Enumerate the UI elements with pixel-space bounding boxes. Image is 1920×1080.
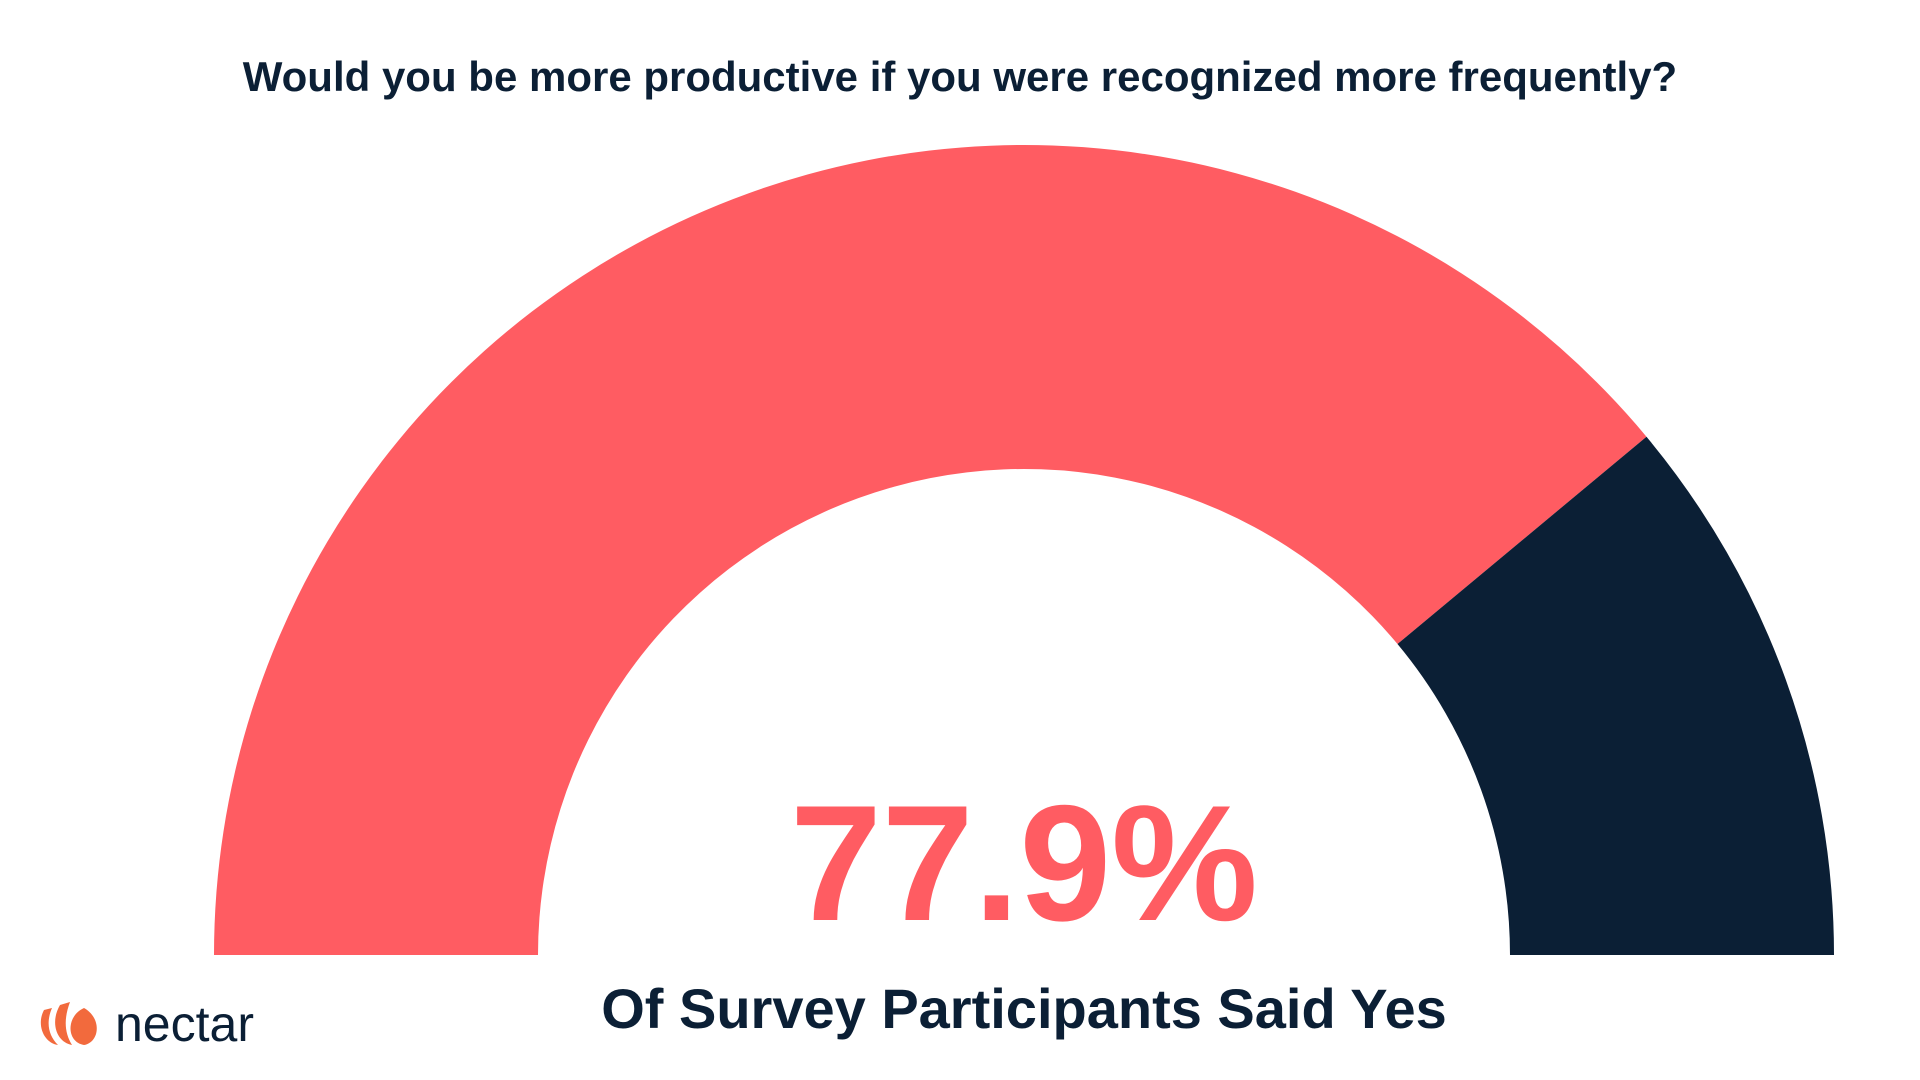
logo-petal — [70, 1008, 97, 1045]
gauge-segment — [214, 144, 1647, 955]
logo-petal — [40, 1008, 58, 1045]
logo-text: nectar — [115, 996, 254, 1052]
logo-petal — [55, 1002, 72, 1045]
gauge — [214, 144, 1834, 955]
chart-title: Would you be more productive if you were… — [243, 53, 1677, 100]
value-label: 77.9% — [790, 771, 1258, 955]
logo: nectar — [40, 996, 254, 1052]
gauge-segment — [1397, 436, 1834, 955]
subtitle: Of Survey Participants Said Yes — [601, 977, 1447, 1040]
